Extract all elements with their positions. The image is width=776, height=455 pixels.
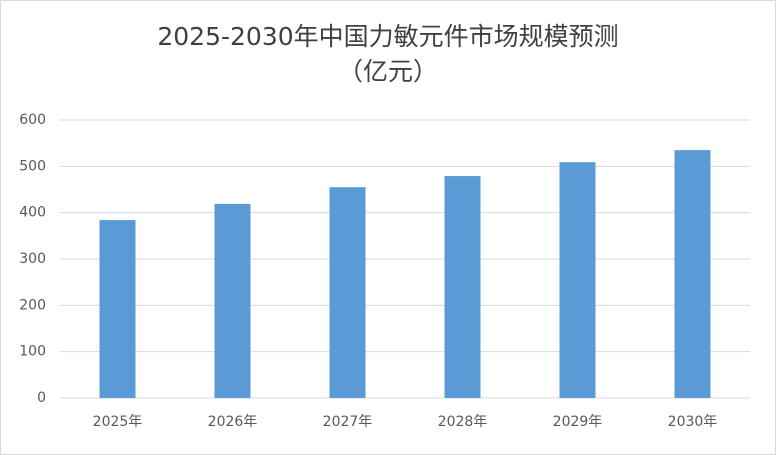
chart-title: 2025-2030年中国力敏元件市场规模预测 — [157, 22, 618, 51]
x-tick-label: 2028年 — [438, 414, 488, 430]
x-tick-label: 2027年 — [323, 414, 373, 430]
bar — [214, 203, 251, 398]
bar — [559, 162, 596, 398]
x-tick-label: 2030年 — [668, 414, 718, 430]
y-tick-label: 400 — [19, 205, 46, 221]
y-tick-label: 100 — [19, 344, 46, 360]
y-tick-label: 0 — [37, 390, 46, 406]
bar — [99, 220, 136, 398]
y-tick-label: 300 — [19, 251, 46, 267]
y-tick-label: 500 — [19, 158, 46, 174]
bar — [444, 176, 481, 398]
y-tick-label: 200 — [19, 297, 46, 313]
y-tick-label: 600 — [19, 112, 46, 128]
x-tick-label: 2029年 — [553, 414, 603, 430]
x-tick-label: 2025年 — [93, 414, 143, 430]
chart-subtitle: （亿元） — [338, 57, 438, 86]
bar — [674, 150, 711, 398]
x-tick-label: 2026年 — [208, 414, 258, 430]
bar — [329, 187, 366, 398]
